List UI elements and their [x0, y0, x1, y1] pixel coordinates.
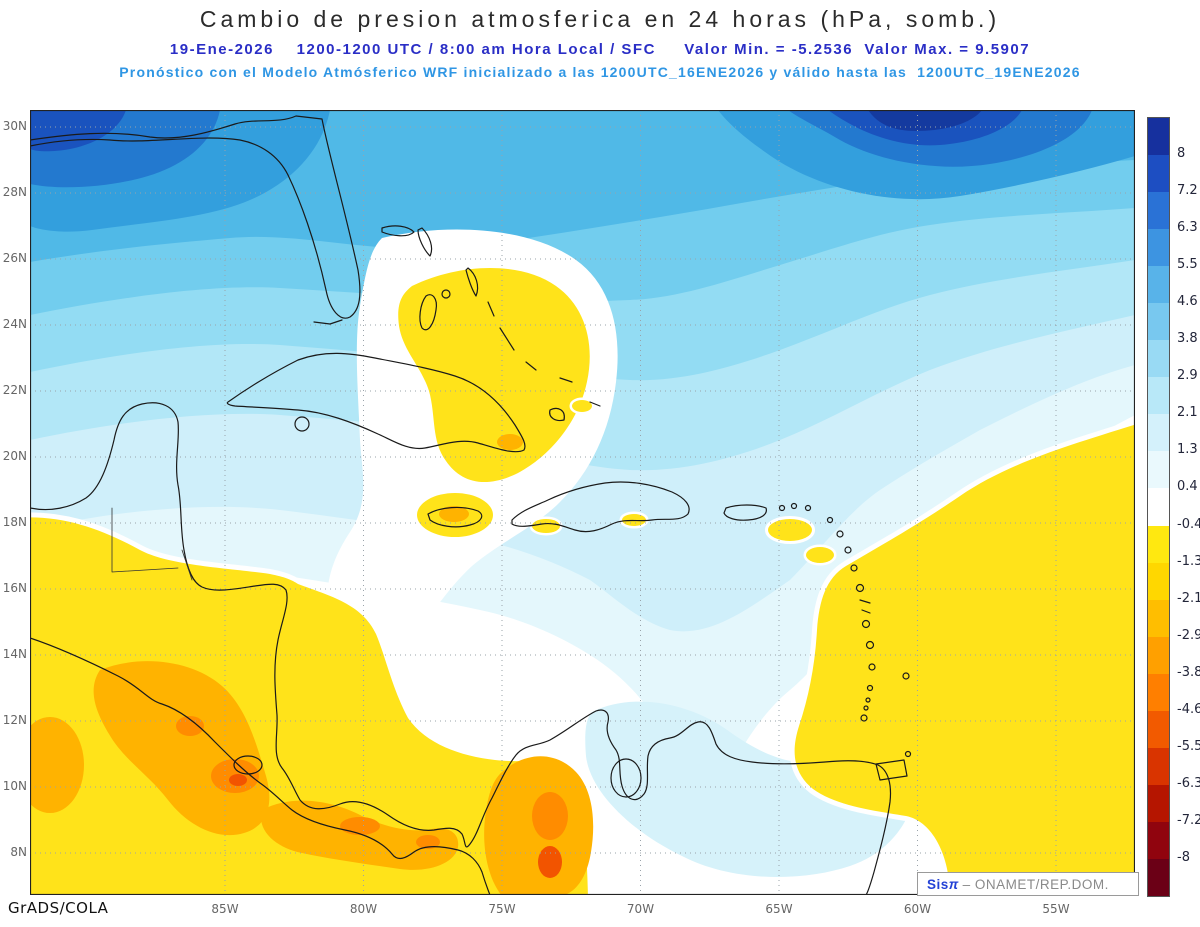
colorbar-label: -4.6	[1177, 701, 1200, 717]
subtitle-date-range: 19-Ene-2026 1200-1200 UTC / 8:00 am Hora…	[169, 41, 1031, 58]
subtitle-model-info: Pronóstico con el Modelo Atmósferico WRF…	[119, 64, 1081, 80]
colorbar-segment	[1148, 266, 1169, 304]
y-tick-label: 28N	[2, 185, 27, 199]
x-tick-label: 70W	[626, 902, 655, 916]
y-tick-label: 24N	[2, 317, 27, 331]
x-tick-label: 80W	[349, 902, 378, 916]
colorbar-segment	[1148, 636, 1169, 674]
colorbar	[1147, 117, 1170, 897]
colorbar-label: -3.8	[1177, 664, 1200, 680]
colorbar-segment	[1148, 562, 1169, 600]
colorbar-label: -6.3	[1177, 775, 1200, 791]
y-tick-label: 20N	[2, 449, 27, 463]
plot-area: Sis π – ONAMET/REP.DOM. 30N 28N 26N 24N 22N 20…	[3, 110, 1139, 916]
colorbar-label: -2.1	[1177, 590, 1200, 606]
colorbar-label: -1.3	[1177, 553, 1200, 569]
colorbar-segment	[1148, 118, 1169, 156]
colorbar-segment	[1148, 377, 1169, 415]
plot-frame	[30, 110, 1135, 895]
colorbar-label: -7.2	[1177, 812, 1200, 828]
colorbar-label: 4.6	[1177, 294, 1198, 310]
y-tick-label: 12N	[2, 713, 27, 727]
graticule	[30, 110, 1135, 895]
colorbar-label: 7.2	[1177, 183, 1198, 199]
colorbar-segment	[1148, 858, 1169, 896]
colorbar-segment	[1148, 710, 1169, 748]
colorbar-segment	[1148, 192, 1169, 230]
colorbar-segment	[1148, 155, 1169, 193]
y-tick-label: 26N	[2, 251, 27, 265]
colorbar-label: 1.3	[1177, 442, 1198, 458]
page-title: Cambio de presion atmosferica en 24 hora…	[199, 6, 1001, 32]
brand-pi-symbol: π	[948, 876, 959, 892]
colorbar-label: 8	[1177, 146, 1186, 162]
x-tick-label: 60W	[903, 902, 932, 916]
colorbar-segment	[1148, 747, 1169, 785]
colorbar-segment	[1148, 821, 1169, 859]
y-tick-label: 22N	[2, 383, 27, 397]
colorbar-segment	[1148, 488, 1169, 526]
brand-sis-label: Sis	[927, 876, 949, 892]
brand-org-text: – ONAMET/REP.DOM.	[962, 876, 1109, 892]
pressure-field	[30, 110, 1135, 895]
colorbar-segment	[1148, 303, 1169, 341]
colorbar-label: 6.3	[1177, 220, 1198, 236]
colorbar-segment	[1148, 525, 1169, 563]
y-tick-label: 8N	[10, 845, 27, 859]
colorbar-label: 2.1	[1177, 405, 1198, 421]
x-tick-label: 55W	[1042, 902, 1070, 916]
colorbar-label: -0.4	[1177, 516, 1200, 532]
colorbar-segment	[1148, 229, 1169, 267]
colorbar-segment	[1148, 784, 1169, 822]
y-tick-label: 14N	[2, 647, 27, 661]
coastlines	[30, 115, 912, 895]
y-tick-label: 30N	[2, 119, 27, 133]
colorbar-label: 2.9	[1177, 368, 1198, 384]
colorbar-label: -5.5	[1177, 738, 1200, 754]
colorbar-label: 5.5	[1177, 257, 1198, 273]
colorbar-labels: 8 7.2 6.3 5.5 4.6 3.8 2.9 2.1 1.3 0.4 -0.4 -1.3 -2.1…	[1177, 117, 1200, 897]
colorbar-segment	[1148, 599, 1169, 637]
colorbar-segment	[1148, 340, 1169, 378]
y-tick-label: 10N	[2, 779, 27, 793]
colorbar-segment	[1148, 414, 1169, 452]
colorbar-label: 0.4	[1177, 479, 1198, 495]
y-tick-label: 18N	[2, 515, 27, 529]
colorbar-label: -2.9	[1177, 627, 1200, 643]
map-canvas	[30, 110, 1135, 895]
y-tick-label: 16N	[2, 581, 27, 595]
colorbar-label: 3.8	[1177, 331, 1198, 347]
colorbar-segment	[1148, 451, 1169, 489]
brand-box: Sis π – ONAMET/REP.DOM.	[917, 872, 1139, 896]
x-tick-label: 75W	[488, 902, 516, 916]
colorbar-segment	[1148, 673, 1169, 711]
grads-credit: GrADS/COLA	[8, 899, 109, 917]
x-tick-label: 65W	[765, 902, 793, 916]
x-tick-label: 85W	[211, 902, 239, 916]
colorbar-label: -8	[1177, 849, 1190, 865]
